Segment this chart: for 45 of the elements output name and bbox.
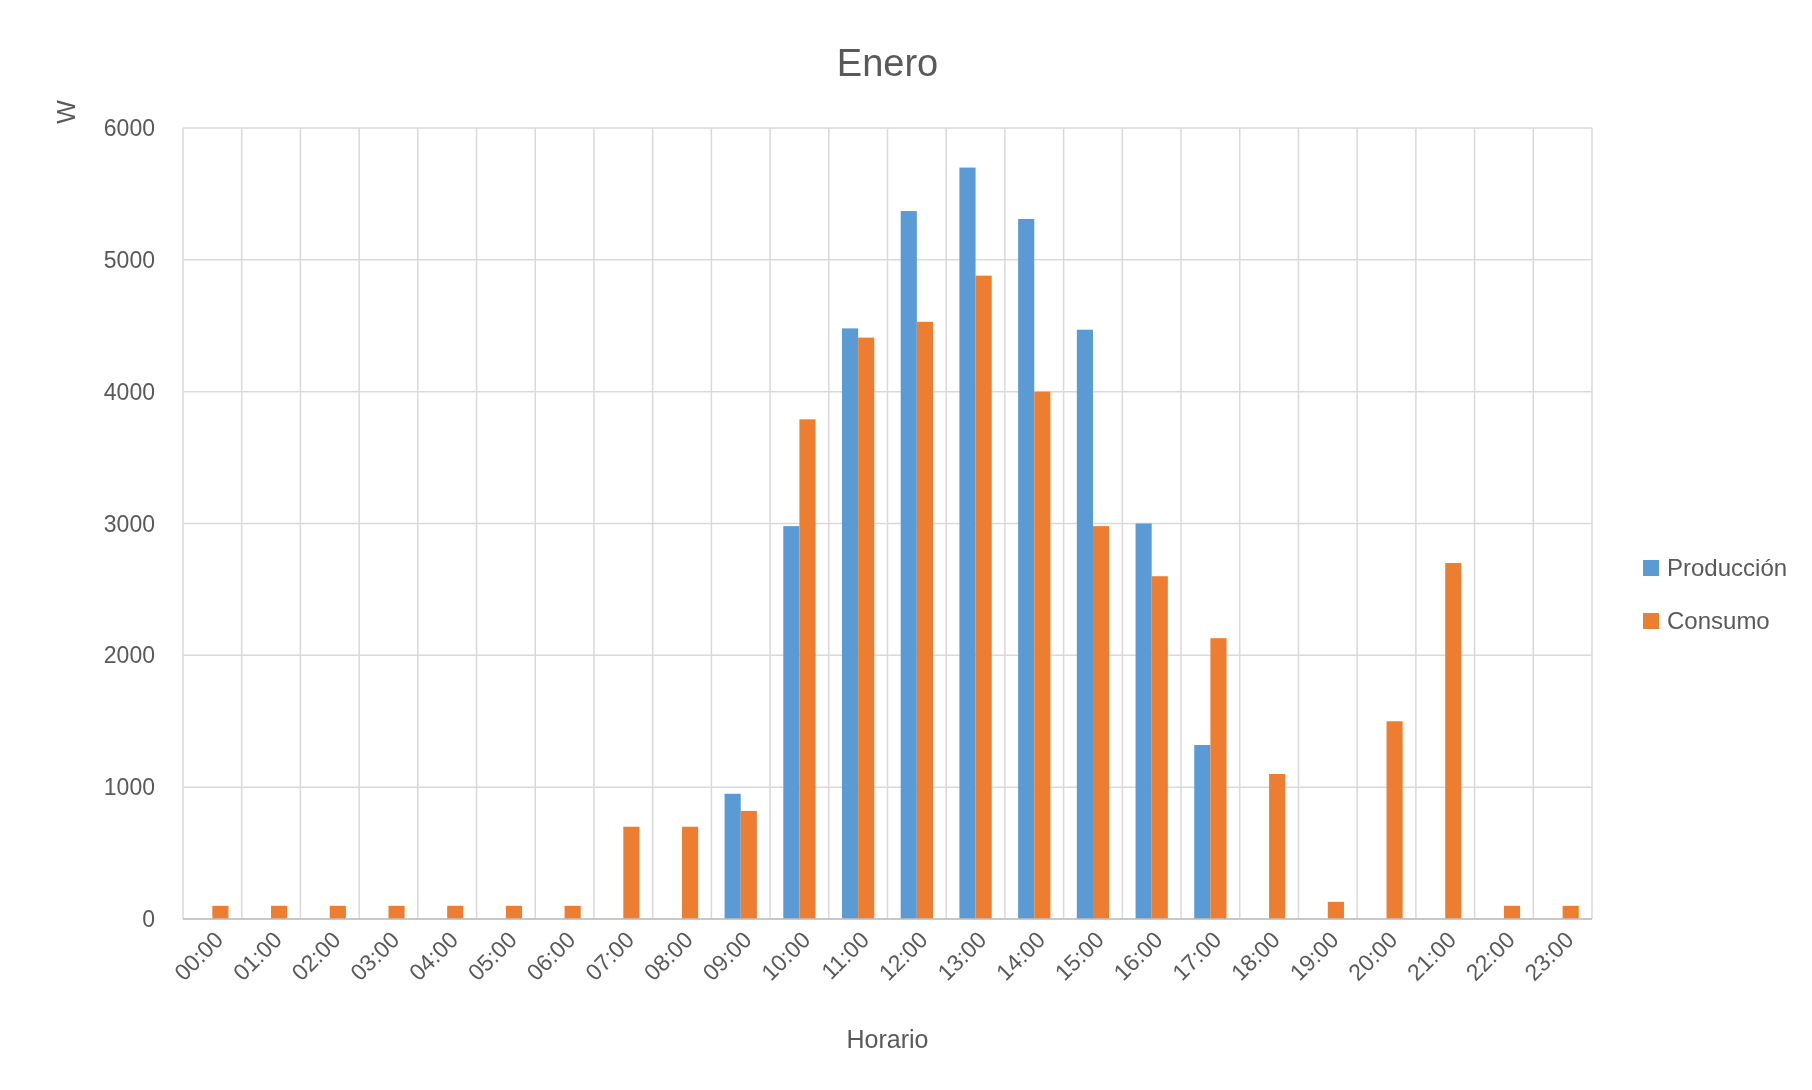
bar <box>329 905 346 919</box>
bar <box>1327 901 1344 919</box>
bar <box>212 905 229 919</box>
bar <box>783 526 800 919</box>
bar <box>1562 905 1579 919</box>
bar <box>1503 905 1521 919</box>
bar <box>858 337 875 919</box>
legend-label: Producción <box>1667 554 1788 581</box>
bar <box>1151 576 1168 919</box>
bar <box>959 167 976 919</box>
chart-title: Enero <box>836 42 939 84</box>
bar <box>682 826 699 919</box>
bar <box>1034 391 1051 919</box>
bar <box>1135 523 1152 919</box>
bar <box>799 419 816 919</box>
bar <box>271 905 288 919</box>
bar <box>1210 638 1227 919</box>
bar <box>916 321 933 919</box>
bar <box>1386 721 1403 919</box>
bar <box>447 905 464 919</box>
y-tick-label: 2000 <box>103 642 155 669</box>
y-tick-label: 4000 <box>103 378 155 405</box>
bar <box>623 826 640 919</box>
y-tick-label: 5000 <box>103 246 155 273</box>
bar <box>1269 773 1286 919</box>
bar <box>1445 563 1462 919</box>
bar <box>1018 218 1035 919</box>
y-tick-label: 6000 <box>103 115 155 141</box>
bar <box>842 328 859 919</box>
y-tick-label: 0 <box>142 906 155 932</box>
bar <box>1092 526 1110 919</box>
legend-label: Consumo <box>1667 607 1770 634</box>
bar <box>900 211 917 919</box>
y-tick-label: 3000 <box>103 510 155 537</box>
bar <box>975 275 992 919</box>
bar <box>1194 744 1211 919</box>
bar <box>724 793 741 919</box>
y-axis-title: W <box>52 99 80 124</box>
bar <box>388 905 405 919</box>
bar <box>1076 329 1093 919</box>
bar <box>564 905 581 919</box>
y-tick-label: 1000 <box>103 774 155 801</box>
x-axis-title: Horario <box>846 1025 929 1053</box>
bar <box>505 905 523 919</box>
bar <box>740 810 757 919</box>
